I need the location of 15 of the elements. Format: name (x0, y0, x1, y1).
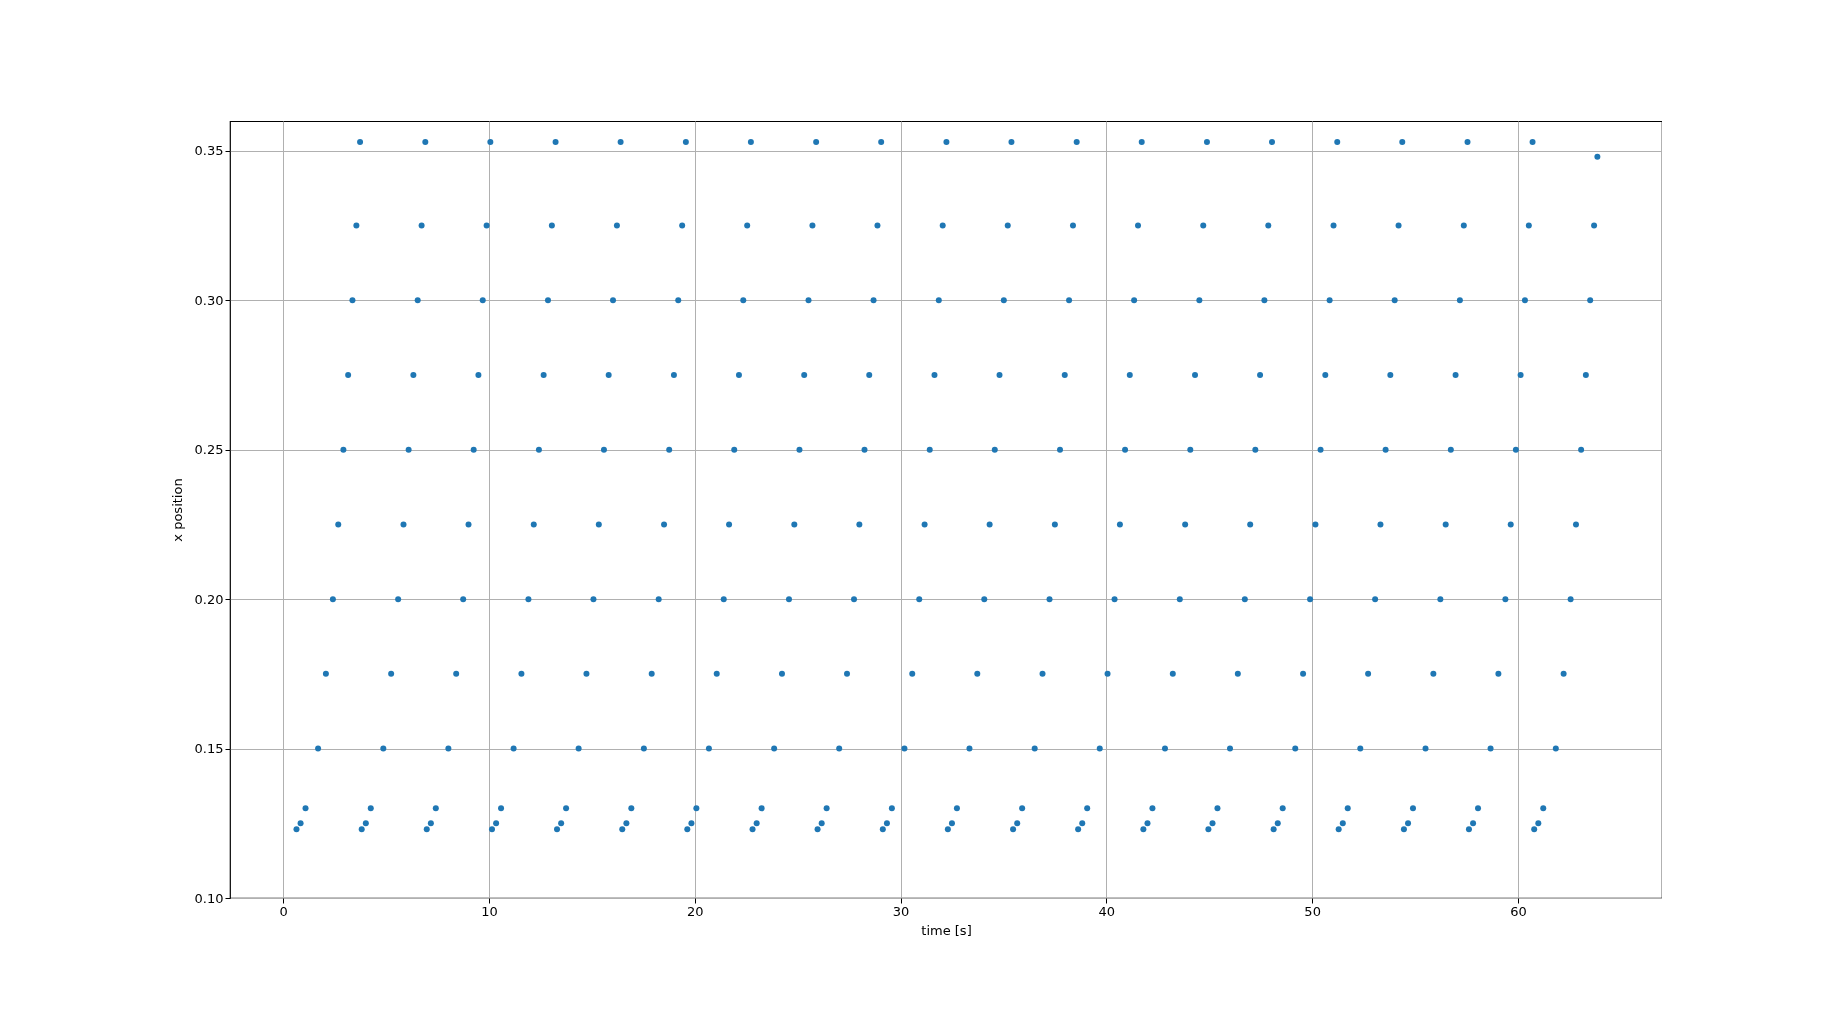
x-axis-title: time [s] (921, 922, 972, 938)
y-axis-title: x position (169, 478, 185, 542)
x-tick-label: 0 (279, 903, 288, 919)
y-tick-label: 0.10 (194, 890, 224, 906)
y-tick-label: 0.15 (194, 741, 224, 757)
x-tick-label: 10 (481, 903, 498, 919)
y-tick-label: 0.30 (194, 292, 224, 308)
x-tick-label: 40 (1098, 903, 1116, 919)
x-tick-label: 30 (892, 903, 910, 919)
x-tick-label: 20 (686, 903, 704, 919)
y-tick-label: 0.35 (194, 143, 224, 159)
x-tick-label: 50 (1304, 903, 1321, 919)
y-tick-label: 0.20 (194, 591, 224, 607)
x-tick-label: 60 (1510, 903, 1527, 919)
y-tick-label: 0.25 (194, 442, 224, 458)
